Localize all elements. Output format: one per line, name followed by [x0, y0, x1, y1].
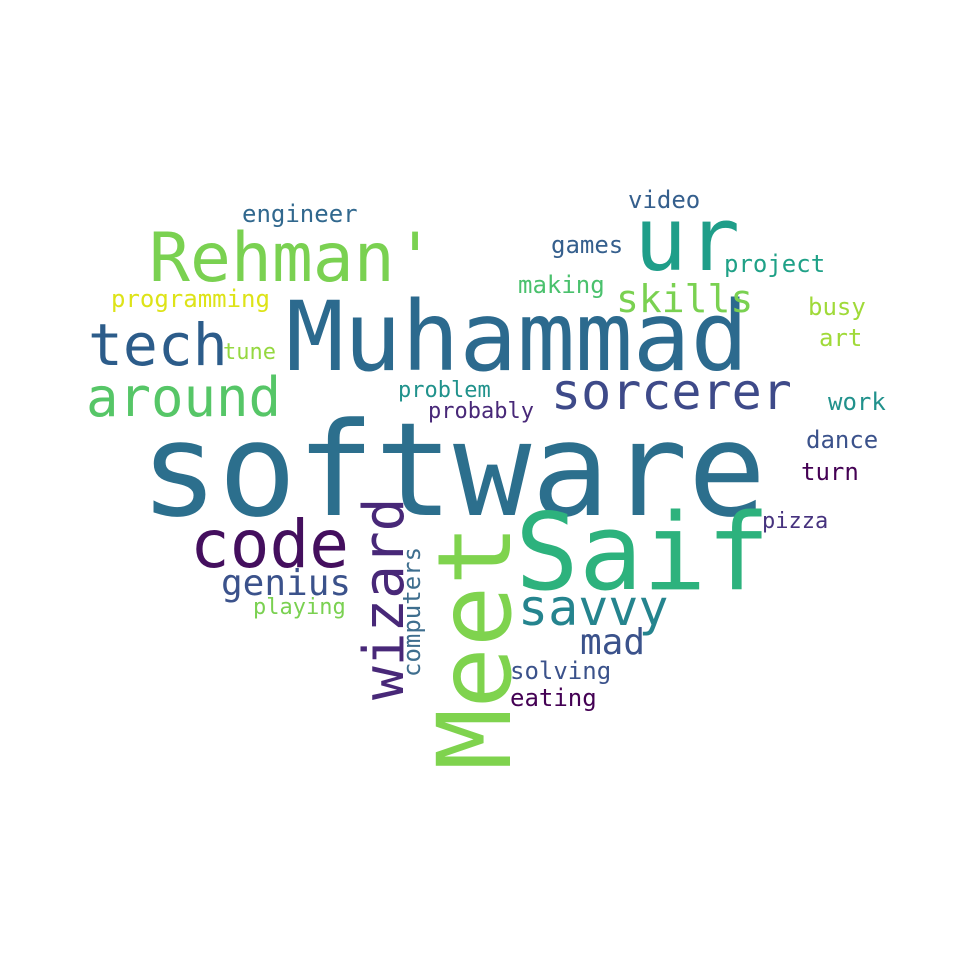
word-meet: Meet	[416, 524, 535, 770]
word-solving: solving	[510, 657, 612, 685]
word-video: video	[628, 186, 701, 214]
word-tech: tech	[88, 311, 228, 379]
word-rehman: Rehman'	[149, 219, 436, 298]
word-dance: dance	[806, 426, 879, 454]
word-code: code	[190, 506, 349, 583]
word-skills: skills	[616, 277, 754, 321]
word-programming: programming	[111, 285, 270, 313]
word-playing: playing	[253, 595, 346, 620]
word-muhammad: Muhammad	[286, 281, 749, 393]
word-engineer: engineer	[242, 200, 358, 228]
word-sorcerer: sorcerer	[551, 363, 792, 421]
word-problem: problem	[398, 378, 491, 403]
word-busy: busy	[808, 293, 866, 321]
word-around: around	[86, 366, 282, 429]
word-pizza: pizza	[762, 509, 829, 534]
word-eating: eating	[510, 684, 597, 712]
word-computers: computers	[398, 546, 426, 677]
word-art: art	[819, 324, 863, 352]
word-making: making	[518, 271, 605, 299]
word-games: games	[551, 231, 624, 259]
word-ur: ur	[634, 188, 740, 291]
word-tune: tune	[223, 340, 276, 365]
word-work: work	[828, 388, 886, 416]
word-saif: Saif	[515, 491, 771, 614]
word-turn: turn	[801, 458, 859, 486]
word-probably: probably	[428, 399, 534, 424]
word-project: project	[724, 250, 826, 278]
word-genius: genius	[221, 563, 352, 604]
word-software: software	[140, 394, 767, 546]
word-savvy: savvy	[518, 579, 669, 637]
word-mad: mad	[580, 622, 646, 663]
